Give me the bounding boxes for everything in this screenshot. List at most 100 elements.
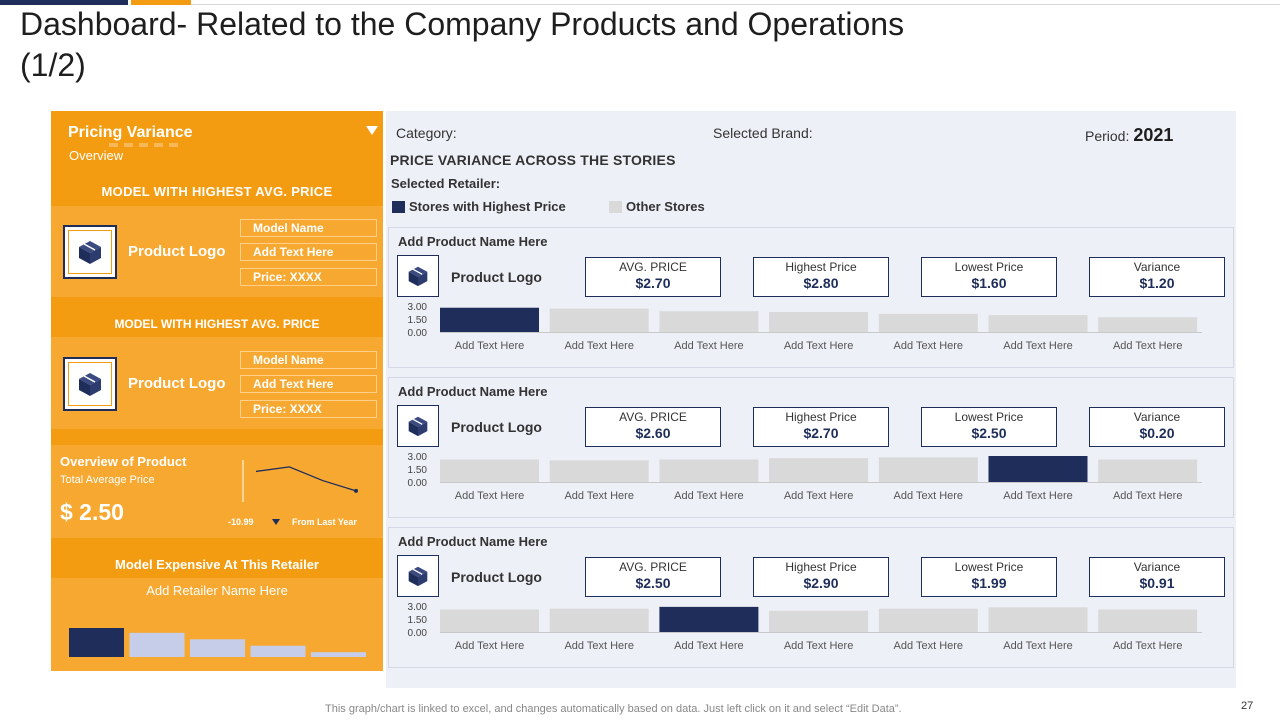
period-text: Period: <box>1085 128 1130 144</box>
stat-label: Highest Price <box>785 560 857 574</box>
cube-icon <box>408 416 428 437</box>
overview-subtitle: Total Average Price <box>60 474 155 486</box>
page-title: Dashboard- Related to the Company Produc… <box>20 6 905 83</box>
stat-value: $0.20 <box>1139 425 1175 441</box>
cube-icon <box>408 266 428 287</box>
pricing-variance-panel: Pricing Variance Overview MODEL WITH HIG… <box>51 111 383 671</box>
bar <box>659 606 759 632</box>
stat-value: $0.91 <box>1139 575 1175 591</box>
model2-heading: MODEL WITH HIGHEST AVG. PRICE <box>114 317 320 331</box>
retailer-bar <box>69 628 124 657</box>
stat-value: $1.60 <box>971 275 1007 291</box>
bar <box>769 610 869 632</box>
y-tick-label: 3.00 <box>408 452 428 463</box>
stat-label: Variance <box>1133 560 1181 574</box>
stat-value: $2.90 <box>803 575 839 591</box>
x-tick-label: Add Text Here <box>894 340 964 352</box>
model-price-field: Price: XXXX <box>240 268 377 286</box>
y-tick-label: 3.00 <box>408 602 428 613</box>
model-name-field: Model Name <box>240 351 377 369</box>
stat-value: $2.50 <box>971 425 1007 441</box>
x-tick-label: Add Text Here <box>564 490 634 502</box>
stat-value: $1.20 <box>1139 275 1175 291</box>
x-tick-label: Add Text Here <box>784 640 854 652</box>
y-tick-label: 0.00 <box>408 628 428 639</box>
bar <box>1098 459 1198 482</box>
retailer-label: Selected Retailer: <box>391 176 501 191</box>
bar <box>440 459 539 482</box>
panel-subtitle: Overview <box>69 148 124 163</box>
product-title: Add Product Name Here <box>398 234 548 249</box>
stat-variance: Variance $0.20 <box>1089 407 1225 447</box>
y-tick-label: 0.00 <box>408 328 428 339</box>
sparkline-end-point <box>354 488 358 493</box>
period-value: 2021 <box>1133 125 1174 145</box>
retailer-bar <box>129 632 185 657</box>
legend-swatch-navy <box>392 200 405 213</box>
x-tick-label: Add Text Here <box>784 340 854 352</box>
x-tick-label: Add Text Here <box>894 490 964 502</box>
stat-value: $2.50 <box>635 575 671 591</box>
model2-header-band <box>51 297 383 337</box>
overview-price: $ 2.50 <box>60 499 124 525</box>
bar <box>878 457 978 482</box>
brand-label: Selected Brand: <box>713 125 813 141</box>
stat-value: $2.70 <box>635 275 671 291</box>
stat-highest-price: Highest Price $2.80 <box>753 257 889 297</box>
section-heading: PRICE VARIANCE ACROSS THE STORIES <box>390 152 676 168</box>
x-tick-label: Add Text Here <box>674 490 744 502</box>
bar <box>549 460 649 482</box>
overview-from-label: From Last Year <box>292 517 357 527</box>
retailer-band <box>51 538 383 578</box>
top-divider <box>191 4 1280 5</box>
cube-icon <box>79 241 101 264</box>
dropdown-arrow-icon[interactable] <box>366 126 378 135</box>
bar <box>440 609 539 632</box>
product-logo-label: Product Logo <box>451 269 542 285</box>
bar <box>549 608 649 632</box>
x-tick-label: Add Text Here <box>674 640 744 652</box>
product-logo-label: Product Logo <box>451 569 542 585</box>
x-tick-label: Add Text Here <box>564 640 634 652</box>
stat-label: Highest Price <box>785 260 857 274</box>
stat-label: Highest Price <box>785 410 857 424</box>
retailer-bar <box>190 639 245 657</box>
y-tick-label: 1.50 <box>408 615 428 626</box>
product-logo-box <box>397 555 439 597</box>
x-tick-label: Add Text Here <box>784 490 854 502</box>
stat-label: AVG. PRICE <box>619 260 687 274</box>
period-label: Period: 2021 <box>1085 125 1173 146</box>
y-tick-label: 0.00 <box>408 478 428 489</box>
y-tick-label: 1.50 <box>408 315 428 326</box>
retailer-subtitle: Add Retailer Name Here <box>146 583 288 598</box>
bar <box>549 308 649 332</box>
bar <box>769 458 869 482</box>
panel-header <box>51 111 383 206</box>
stat-variance: Variance $1.20 <box>1089 257 1225 297</box>
retailer-bar <box>311 652 366 657</box>
cube-icon <box>79 373 101 396</box>
product-logo-box <box>397 405 439 447</box>
x-tick-label: Add Text Here <box>1003 640 1073 652</box>
bar <box>769 312 869 332</box>
stat-lowest-price: Lowest Price $2.50 <box>921 407 1057 447</box>
model-name-field: Model Name <box>240 219 377 237</box>
product-card: Add Product Name Here Product Logo AVG. … <box>388 377 1234 518</box>
bar <box>988 315 1088 332</box>
stat-label: Lowest Price <box>954 260 1024 274</box>
footer-note: This graph/chart is linked to excel, and… <box>325 703 902 715</box>
stat-variance: Variance $0.91 <box>1089 557 1225 597</box>
product-card: Add Product Name Here Product Logo AVG. … <box>388 527 1234 668</box>
bar <box>988 456 1088 482</box>
stat-label: AVG. PRICE <box>619 560 687 574</box>
stat-label: Lowest Price <box>954 560 1024 574</box>
stat-label: Variance <box>1133 260 1181 274</box>
x-tick-label: Add Text Here <box>894 640 964 652</box>
stat-value: $2.70 <box>803 425 839 441</box>
legend-swatch-gray <box>609 200 622 213</box>
x-tick-label: Add Text Here <box>455 490 525 502</box>
legend-text: Other Stores <box>626 199 705 214</box>
x-tick-label: Add Text Here <box>1003 490 1073 502</box>
stat-avg-price: AVG. PRICE $2.60 <box>585 407 721 447</box>
category-label: Category: <box>396 125 457 141</box>
